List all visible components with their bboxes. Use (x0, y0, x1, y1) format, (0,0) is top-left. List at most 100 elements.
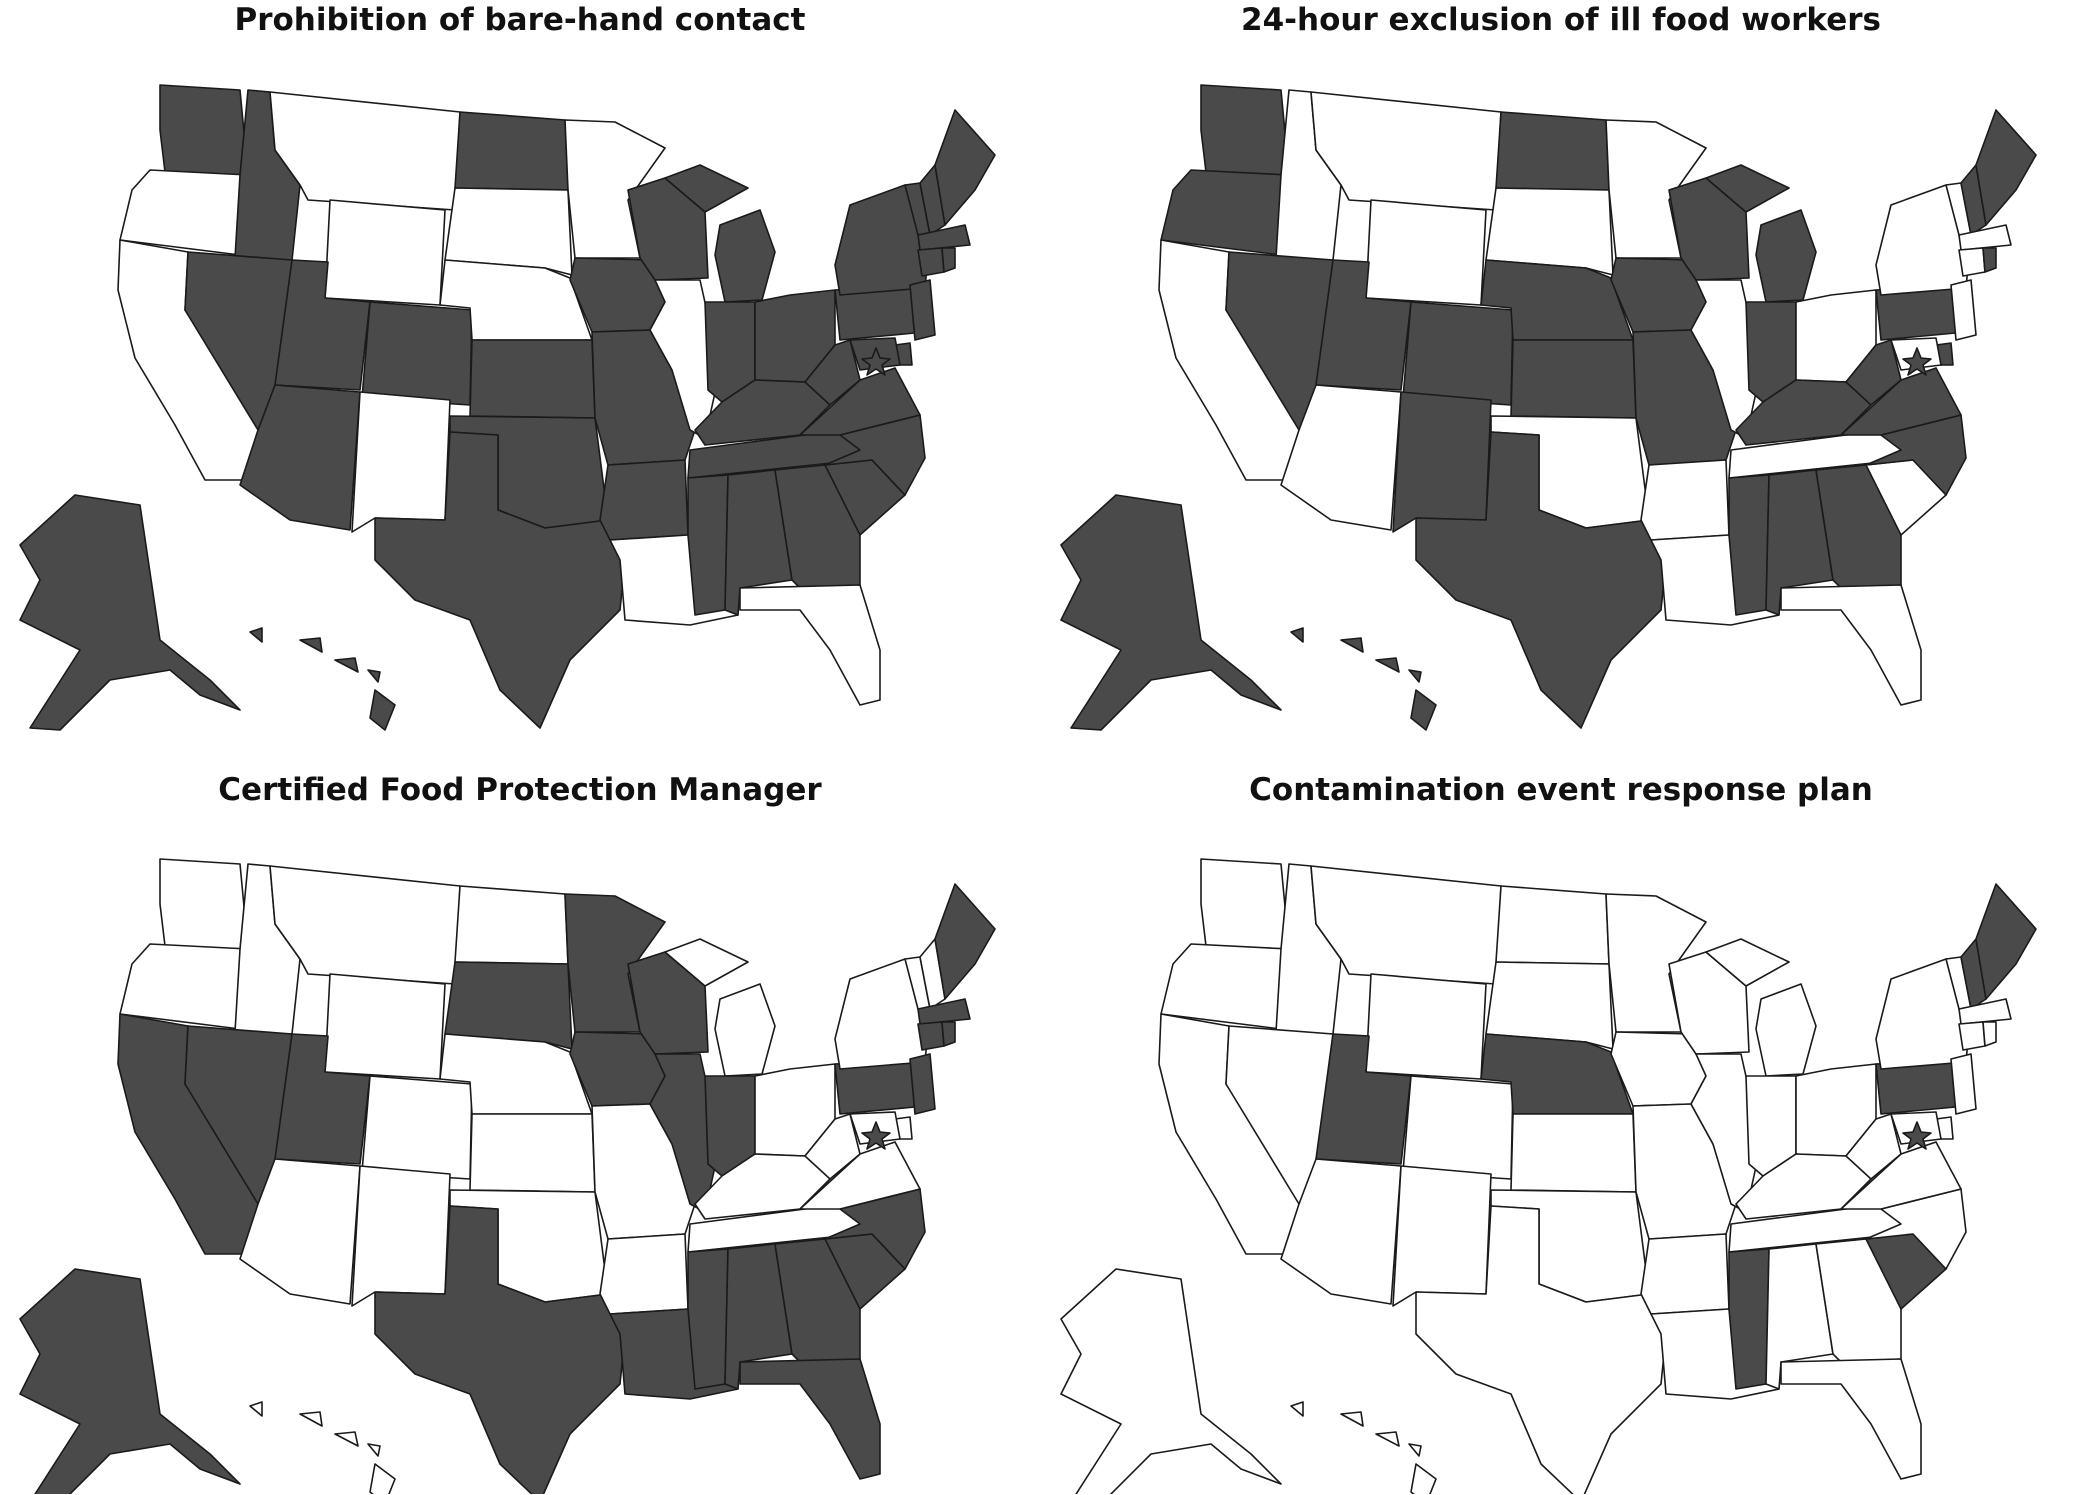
panel-title: Contamination event response plan (1249, 772, 1873, 808)
state-wy (324, 973, 446, 1080)
state-tx (374, 1205, 626, 1494)
map-panel-ill-worker-exclusion: 24-hour exclusion of ill food workers (1041, 0, 2081, 740)
state-wy (1365, 973, 1487, 1080)
state-fl (739, 584, 881, 706)
state-me (1975, 883, 2037, 1000)
state-nd (454, 885, 569, 965)
us-map-contamination-response (1060, 858, 2037, 1494)
state-or (119, 169, 249, 256)
state-wa (159, 84, 249, 176)
state-ms (687, 474, 729, 616)
state-me (934, 883, 996, 1000)
state-ma (1958, 998, 2012, 1025)
us-map-ill-worker-exclusion (1060, 84, 2037, 731)
state-ak (1060, 1268, 1282, 1494)
state-ak (19, 1268, 241, 1494)
state-ct (1958, 1021, 1986, 1051)
map-panel-food-protection-manager: Certified Food Protection Manager (0, 770, 1040, 1495)
state-co (361, 1075, 473, 1180)
state-hi (249, 627, 396, 731)
state-ri (941, 1021, 956, 1047)
panel-title: Prohibition of bare-hand contact (234, 2, 806, 38)
state-dc (1902, 347, 1932, 376)
state-ar (599, 459, 689, 541)
state-ma (917, 998, 971, 1025)
us-map-food-protection-manager (19, 858, 996, 1494)
state-nc (824, 414, 926, 496)
state-co (361, 301, 473, 406)
state-hi (249, 1401, 396, 1494)
state-wa (1200, 84, 1290, 176)
state-ri (941, 247, 956, 273)
state-ks (1510, 339, 1637, 419)
state-or (1160, 943, 1290, 1030)
state-wv (1845, 1113, 1902, 1180)
state-or (119, 943, 249, 1030)
state-fl (1780, 584, 1922, 706)
state-nd (454, 111, 569, 191)
state-mn (1605, 119, 1707, 259)
state-ct (917, 1021, 945, 1051)
state-nj (909, 1053, 936, 1115)
state-mn (564, 893, 666, 1033)
state-nj (1950, 279, 1977, 341)
state-ct (1958, 247, 1986, 277)
state-sd (444, 187, 573, 276)
state-wv (804, 339, 861, 406)
state-ms (1728, 1248, 1770, 1390)
state-ma (917, 224, 971, 251)
state-dc (861, 1121, 891, 1150)
panel-title: Certified Food Protection Manager (218, 772, 822, 808)
state-nm (1392, 391, 1492, 533)
state-nm (351, 391, 451, 533)
state-ks (469, 1113, 596, 1193)
state-wa (1200, 858, 1290, 950)
state-nc (824, 1188, 926, 1270)
state-wa (159, 858, 249, 950)
state-ar (599, 1233, 689, 1315)
state-nm (351, 1165, 451, 1307)
state-sd (444, 961, 573, 1050)
state-nd (1495, 111, 1610, 191)
state-or (1160, 169, 1290, 256)
state-mn (564, 119, 666, 259)
state-sd (1485, 187, 1614, 276)
state-nc (1865, 414, 1967, 496)
panel-title: 24-hour exclusion of ill food workers (1241, 2, 1881, 38)
state-wy (1365, 199, 1487, 306)
state-tx (374, 431, 626, 729)
state-nj (1950, 1053, 1977, 1115)
state-ms (687, 1248, 729, 1390)
map-panel-bare-hand: Prohibition of bare-hand contact (0, 0, 1040, 740)
state-dc (861, 347, 891, 376)
state-ks (469, 339, 596, 419)
state-fl (739, 1358, 881, 1480)
state-me (1975, 109, 2037, 226)
us-map-bare-hand (19, 84, 996, 731)
state-nj (909, 279, 936, 341)
state-ks (1510, 1113, 1637, 1193)
state-hi (1290, 627, 1437, 731)
state-ar (1640, 1233, 1730, 1315)
state-ar (1640, 459, 1730, 541)
state-co (1402, 301, 1514, 406)
state-nc (1865, 1188, 1967, 1270)
state-wy (324, 199, 446, 306)
state-wv (1845, 339, 1902, 406)
state-ms (1728, 474, 1770, 616)
state-sd (1485, 961, 1614, 1050)
state-ct (917, 247, 945, 277)
state-tx (1415, 1205, 1667, 1494)
state-dc (1902, 1121, 1932, 1150)
state-ri (1982, 1021, 1997, 1047)
state-ri (1982, 247, 1997, 273)
state-nm (1392, 1165, 1492, 1307)
state-mn (1605, 893, 1707, 1033)
state-wv (804, 1113, 861, 1180)
state-ak (1060, 494, 1282, 731)
state-me (934, 109, 996, 226)
state-nd (1495, 885, 1610, 965)
state-ma (1958, 224, 2012, 251)
state-fl (1780, 1358, 1922, 1480)
state-co (1402, 1075, 1514, 1180)
